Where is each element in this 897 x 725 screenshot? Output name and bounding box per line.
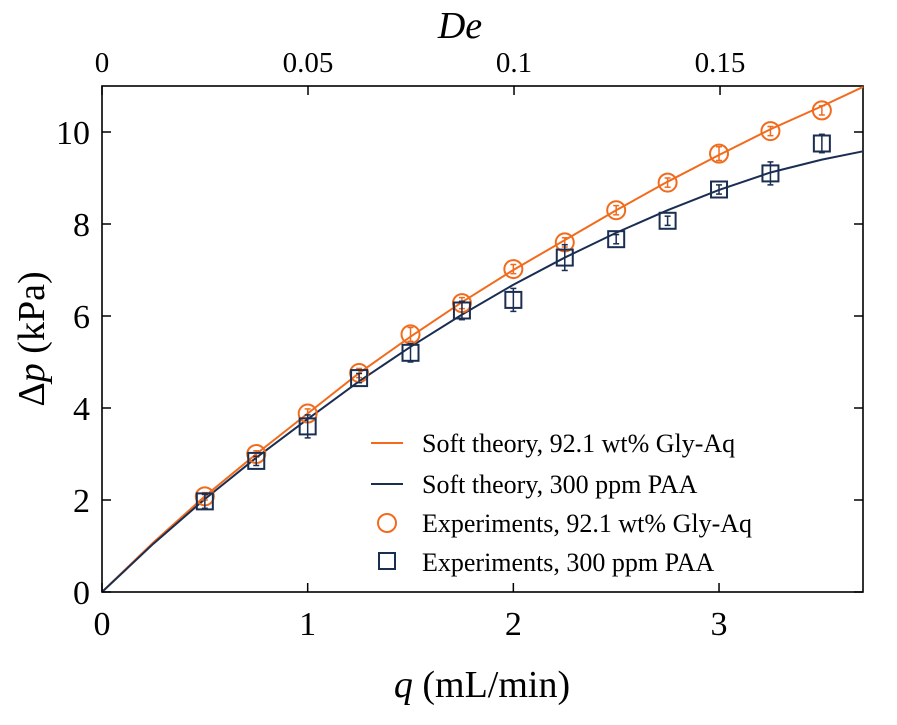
legend-label-paa-exp: Experiments, 300 ppm PAA [422, 548, 714, 577]
data-point-gly [760, 121, 781, 142]
legend-label-gly-theory: Soft theory, 92.1 wt% Gly-Aq [422, 429, 735, 458]
x-axis-unit: (mL/min) [422, 664, 570, 706]
y-axis-delta-glyph: Δ [11, 382, 53, 406]
y-tick-label: 0 [73, 575, 90, 612]
data-point-paa [761, 164, 780, 183]
top-x-tick-label: 0.05 [283, 47, 334, 79]
data-point-gly [657, 172, 678, 193]
legend-marker-gly-exp [377, 513, 397, 533]
data-point-paa [555, 248, 574, 267]
data-point-gly [709, 143, 730, 164]
top-x-tick-label: 0.1 [496, 47, 532, 79]
y-tick-label: 4 [73, 391, 90, 428]
data-point-paa [401, 343, 420, 362]
data-point-paa [350, 369, 369, 388]
y-tick-label: 8 [73, 207, 90, 244]
data-point-paa [195, 492, 214, 511]
y-tick-label: 10 [56, 115, 90, 152]
y-axis-title: Δp (kPa) [11, 271, 53, 406]
y-tick-label: 2 [73, 483, 90, 520]
x-axis-title: q (mL/min) [394, 664, 570, 706]
x-tick-label: 2 [505, 606, 522, 643]
data-point-paa [710, 180, 729, 199]
x-tick-label: 1 [299, 606, 316, 643]
top-x-tick-label: 0 [95, 47, 110, 79]
top-x-tick-label: 0.15 [695, 47, 746, 79]
data-point-gly [811, 100, 832, 121]
y-axis-unit: (kPa) [11, 271, 53, 353]
legend-marker-paa-exp [378, 552, 396, 570]
data-point-gly [503, 259, 524, 280]
series-layer [101, 86, 864, 593]
x-axis-var: q [394, 664, 413, 706]
data-point-paa [607, 230, 626, 249]
theory-line-gly [101, 86, 864, 593]
y-axis-var: p [11, 363, 53, 385]
data-point-gly [606, 200, 627, 221]
legend-label-gly-exp: Experiments, 92.1 wt% Gly-Aq [422, 509, 752, 538]
ticks-layer: 0 1 2 3 0 2 4 6 8 10 0 0.05 0.1 0.15 [56, 47, 863, 643]
y-axis-title-group: Δp (kPa) [11, 271, 53, 406]
data-point-paa [298, 417, 317, 436]
x-tick-label: 0 [94, 606, 111, 643]
legend: Soft theory, 92.1 wt% Gly-Aq Soft theory… [371, 429, 752, 577]
data-point-paa [247, 451, 266, 470]
legend-label-paa-theory: Soft theory, 300 ppm PAA [422, 470, 698, 499]
data-point-paa [452, 301, 471, 320]
theory-line-paa [101, 150, 864, 593]
data-point-paa [658, 211, 677, 230]
data-point-paa [812, 134, 831, 153]
plot-frame [101, 85, 864, 593]
data-point-paa [504, 290, 523, 309]
y-tick-label: 6 [73, 299, 90, 336]
x-tick-label: 3 [711, 606, 728, 643]
top-axis-title: De [437, 5, 482, 47]
